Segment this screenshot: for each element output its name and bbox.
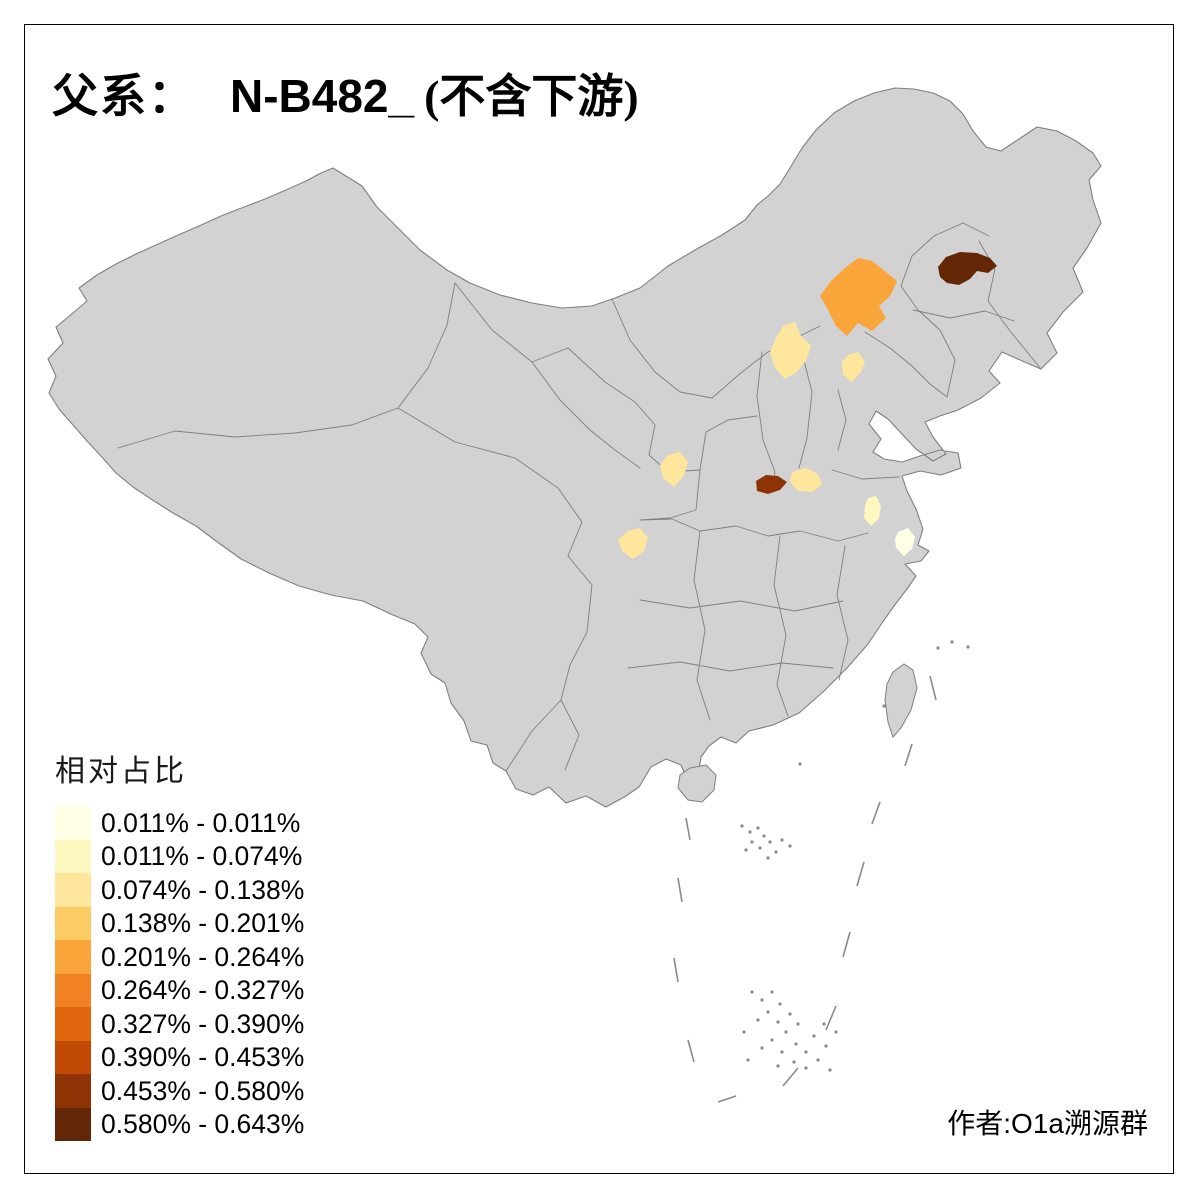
legend-swatch [55, 839, 91, 873]
legend-swatch [55, 906, 91, 940]
legend-label: 0.138% - 0.201% [101, 908, 305, 938]
south-china-sea-islands [673, 640, 970, 1103]
legend-label: 0.201% - 0.264% [101, 941, 305, 972]
map-region-central-sichuan [618, 528, 648, 559]
map-region-south-jiangsu [895, 528, 915, 556]
legend-label: 0.390% - 0.453% [101, 1042, 305, 1072]
legend-row: 0.327% - 0.390% [55, 1007, 304, 1041]
legend-swatch [55, 806, 91, 840]
legend-row: 0.264% - 0.327% [55, 973, 305, 1007]
legend-label: 0.011% - 0.074% [101, 841, 303, 871]
legend-label: 0.327% - 0.390% [101, 1008, 305, 1039]
map-region-central-jiangsu [864, 496, 881, 526]
legend-row: 0.011% - 0.011% [55, 806, 304, 840]
china-mainland [47, 87, 1102, 808]
hainan-island [677, 764, 717, 803]
map-region-heilongjiang [938, 252, 997, 285]
legend-label: 0.453% - 0.580% [101, 1075, 305, 1106]
map-region-north-shaanxi [660, 452, 688, 487]
map-region-inner-mongolia [820, 258, 897, 336]
legend-swatch [55, 873, 91, 907]
legend-swatch [55, 973, 91, 1007]
legend-swatch [55, 1007, 91, 1041]
taiwan-island [884, 663, 918, 738]
legend-swatch [55, 1074, 91, 1108]
legend-rows: 0.011% - 0.011% 0.011% - 0.074% 0.074% -… [55, 806, 304, 1141]
page-title: 父系： N-B482_ (不含下游) [52, 60, 639, 126]
author-attribution: 作者:O1a溯源群 [947, 1108, 1148, 1139]
legend-row: 0.201% - 0.264% [55, 940, 304, 974]
province-borders [117, 222, 1042, 772]
title-suffix: (不含下游) [424, 71, 639, 122]
legend-row: 0.074% - 0.138% [55, 873, 304, 907]
map-region-central-henan [790, 468, 822, 492]
legend-title: 相对占比 [55, 755, 187, 788]
legend-label: 0.011% - 0.011% [101, 807, 301, 838]
legend-label: 0.264% - 0.327% [101, 975, 305, 1005]
title-prefix: 父系： [52, 71, 196, 122]
map-region-north-hebei [770, 322, 811, 379]
legend-swatch [55, 1107, 91, 1141]
legend-swatch [55, 940, 91, 974]
legend-row: 0.390% - 0.453% [55, 1040, 305, 1074]
title-haplogroup-code: N-B482_ [230, 70, 415, 122]
legend-row: 0.580% - 0.643% [55, 1107, 305, 1141]
map-region-northeast-hebei [842, 352, 865, 382]
legend-label: 0.074% - 0.138% [101, 874, 305, 905]
legend: 相对占比 0.011% - 0.011% 0.011% - 0.074% 0.0… [55, 746, 304, 1141]
legend-row: 0.138% - 0.201% [55, 906, 305, 940]
choropleth-regions [618, 252, 997, 559]
legend-row: 0.011% - 0.074% [55, 839, 304, 873]
legend-label: 0.580% - 0.643% [101, 1109, 305, 1139]
map-region-west-henan [756, 475, 787, 494]
legend-swatch [55, 1040, 91, 1074]
legend-row: 0.453% - 0.580% [55, 1074, 304, 1108]
